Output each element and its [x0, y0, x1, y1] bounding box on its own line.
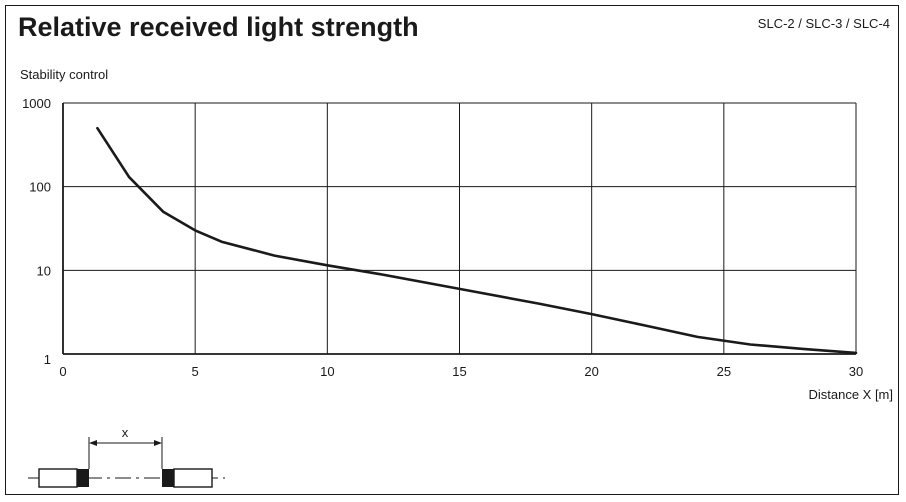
y-tick-label: 1000 [22, 96, 51, 111]
emitter-housing [38, 468, 78, 488]
y-axis-label: Stability control [20, 67, 109, 82]
x-tick-label: 0 [59, 364, 66, 379]
dimension-arrow-right [154, 440, 162, 446]
series-line [96, 126, 858, 355]
model-label: SLC-2 / SLC-3 / SLC-4 [757, 16, 890, 31]
x-axis-label: Distance X [m] [808, 387, 893, 402]
emitter-lens [77, 469, 89, 487]
y-tick-label: 1 [44, 352, 51, 367]
x-tick-label: 15 [452, 364, 466, 379]
chart-frame [5, 5, 899, 495]
chart-title: Relative received light strength [18, 12, 419, 42]
x-tick-label: 10 [320, 364, 334, 379]
y-tick-label: 100 [29, 180, 51, 195]
x-tick-label: 20 [584, 364, 598, 379]
grid [62, 102, 857, 355]
receiver-lens [162, 469, 174, 487]
dimension-arrow-left [89, 440, 97, 446]
receiver-housing [173, 468, 213, 488]
sensor-diagram: x [28, 425, 225, 488]
y-tick-label: 10 [37, 263, 51, 278]
x-tick-label: 25 [717, 364, 731, 379]
distance-label: x [122, 425, 129, 440]
x-tick-label: 30 [849, 364, 863, 379]
tick-labels: 0 5 10 15 20 25 30 1 10 100 1000 [22, 96, 863, 379]
x-tick-label: 5 [192, 364, 199, 379]
